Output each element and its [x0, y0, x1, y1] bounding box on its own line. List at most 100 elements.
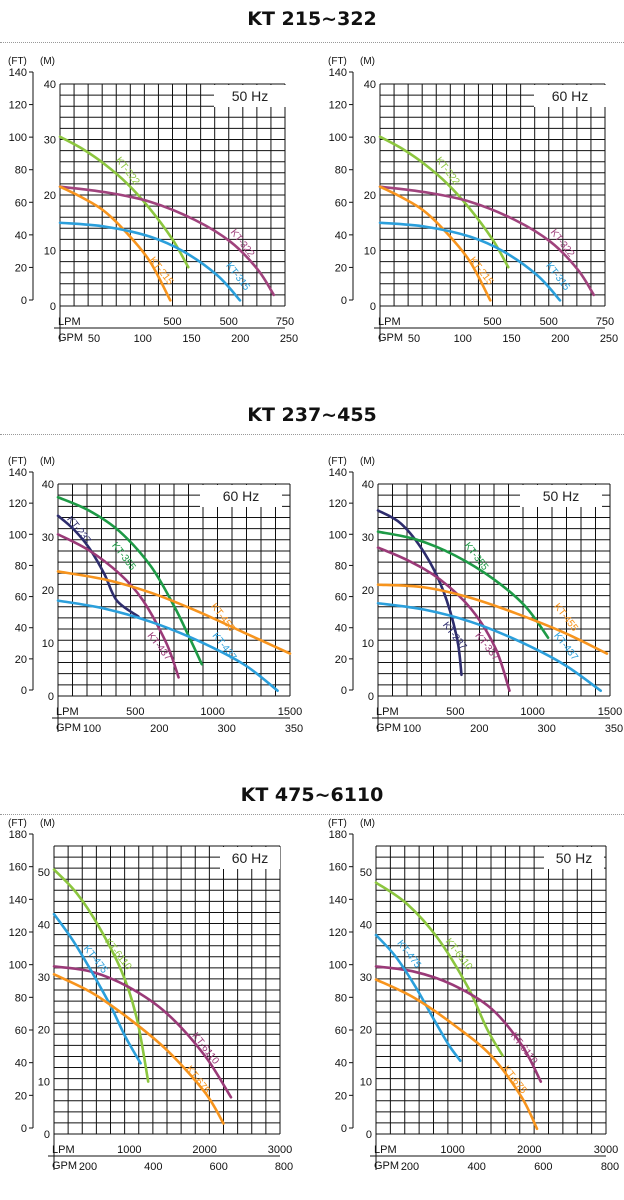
- pump-curve-chart: 60 Hz (FT) (M) 0 20 40 60 80 100 120 140 0 10 20 30 40 L…: [328, 56, 618, 345]
- ft-tick-label: 120: [329, 498, 347, 510]
- ft-unit-label: (FT): [328, 56, 347, 67]
- gpm-tick-label: 800: [275, 1161, 293, 1173]
- ft-tick-label: 40: [15, 623, 27, 635]
- frequency-box: [220, 847, 280, 869]
- gpm-tick-label: 200: [551, 333, 569, 345]
- pump-curve-line: [52, 965, 233, 1099]
- ft-tick-label: 0: [21, 295, 27, 307]
- section-divider: [0, 814, 624, 815]
- frequency-box: [214, 85, 286, 107]
- section-title: KT 237~455: [247, 404, 377, 426]
- lpm-tick-label: 1500: [278, 706, 302, 718]
- ft-tick-label: 20: [335, 1090, 347, 1102]
- gpm-tick-label: 300: [537, 723, 555, 735]
- pump-curve-chart: 50 Hz (FT) (M) 0 20 40 60 80 100 120 140 0 10 20 30 40 L…: [328, 456, 623, 735]
- pump-curve-line: [56, 514, 140, 618]
- m-tick-label: 30: [38, 972, 50, 984]
- gpm-tick-label: 50: [408, 333, 420, 345]
- ft-tick-label: 120: [329, 927, 347, 939]
- m-tick-label: 0: [366, 1129, 372, 1141]
- lpm-axis-label: LPM: [56, 706, 79, 718]
- m-tick-label: 10: [42, 638, 54, 650]
- ft-unit-label: (FT): [8, 818, 27, 829]
- frequency-box: [200, 485, 282, 507]
- frequency-box: [534, 85, 606, 107]
- pump-curve-line: [58, 221, 242, 302]
- m-tick-label: 20: [44, 190, 56, 202]
- ft-tick-label: 40: [15, 230, 27, 242]
- gpm-tick-label: 50: [88, 333, 100, 345]
- gpm-tick-label: 350: [285, 723, 303, 735]
- lpm-axis-label: LPM: [52, 1144, 75, 1156]
- ft-tick-label: 60: [15, 197, 27, 209]
- pump-curve-line: [376, 583, 609, 655]
- gpm-tick-label: 200: [401, 1161, 419, 1173]
- ft-tick-label: 140: [329, 67, 347, 79]
- ft-tick-label: 20: [15, 654, 27, 666]
- ft-tick-label: 80: [335, 992, 347, 1004]
- ft-tick-label: 140: [329, 894, 347, 906]
- pump-curve-line: [374, 881, 504, 1057]
- ft-tick-label: 160: [329, 862, 347, 874]
- ft-tick-label: 20: [335, 262, 347, 274]
- lpm-tick-label: 3000: [594, 1144, 618, 1156]
- ft-tick-label: 80: [15, 992, 27, 1004]
- m-tick-label: 0: [48, 691, 54, 703]
- section-divider: [0, 42, 624, 43]
- frequency-label: 60 Hz: [223, 488, 260, 504]
- gpm-tick-label: 250: [600, 333, 618, 345]
- gpm-axis-label: GPM: [374, 1160, 399, 1172]
- pump-curve-line: [376, 509, 463, 677]
- pump-curve-line: [374, 965, 543, 1083]
- curve-label: KT-315: [543, 261, 572, 294]
- ft-tick-label: 140: [9, 894, 27, 906]
- section-title: KT 475~6110: [240, 784, 384, 806]
- ft-tick-label: 60: [15, 592, 27, 604]
- m-tick-label: 20: [364, 190, 376, 202]
- ft-tick-label: 160: [9, 862, 27, 874]
- m-tick-label: 40: [362, 479, 374, 491]
- m-tick-label: 20: [38, 1024, 50, 1036]
- m-unit-label: (M): [360, 56, 375, 67]
- gpm-tick-label: 200: [231, 333, 249, 345]
- ft-tick-label: 80: [335, 560, 347, 572]
- ft-tick-label: 40: [335, 230, 347, 242]
- curve-label: KT-6110: [189, 1031, 221, 1067]
- ft-tick-label: 40: [15, 1058, 27, 1070]
- m-tick-label: 10: [44, 246, 56, 258]
- chart-grid: [379, 83, 606, 307]
- gpm-tick-label: 100: [454, 333, 472, 345]
- ft-tick-label: 80: [15, 560, 27, 572]
- gpm-tick-label: 300: [217, 723, 235, 735]
- m-tick-label: 30: [360, 972, 372, 984]
- ft-tick-label: 80: [335, 165, 347, 177]
- m-tick-label: 20: [362, 585, 374, 597]
- pump-curve-line: [376, 546, 511, 692]
- chart-grid: [59, 83, 286, 307]
- m-tick-label: 20: [360, 1024, 372, 1036]
- lpm-tick-label: 1000: [200, 706, 224, 718]
- gpm-axis-label: GPM: [52, 1160, 77, 1172]
- m-tick-label: 50: [360, 867, 372, 879]
- pump-curve-chart: 60 Hz (FT) (M) 0 20 40 60 80 100 120 140 0 10 20 30 40 L…: [8, 456, 303, 735]
- ft-tick-label: 60: [335, 197, 347, 209]
- gpm-tick-label: 600: [209, 1161, 227, 1173]
- ft-tick-label: 80: [15, 165, 27, 177]
- pump-curve-line: [52, 972, 225, 1125]
- ft-unit-label: (FT): [328, 818, 347, 829]
- gpm-tick-label: 200: [150, 723, 168, 735]
- ft-tick-label: 120: [9, 100, 27, 112]
- m-tick-label: 30: [44, 135, 56, 147]
- m-tick-label: 30: [42, 532, 54, 544]
- frequency-label: 50 Hz: [543, 488, 580, 504]
- ft-tick-label: 0: [341, 1123, 347, 1135]
- ft-tick-label: 20: [335, 654, 347, 666]
- pump-curve-line: [376, 601, 602, 692]
- ft-tick-label: 20: [15, 262, 27, 274]
- m-tick-label: 40: [360, 920, 372, 932]
- curve-label: KT-675: [500, 1064, 529, 1097]
- pump-curve-line: [52, 868, 150, 1083]
- lpm-tick-label: 1500: [598, 706, 622, 718]
- ft-tick-label: 100: [9, 960, 27, 972]
- gpm-axis-label: GPM: [56, 722, 81, 734]
